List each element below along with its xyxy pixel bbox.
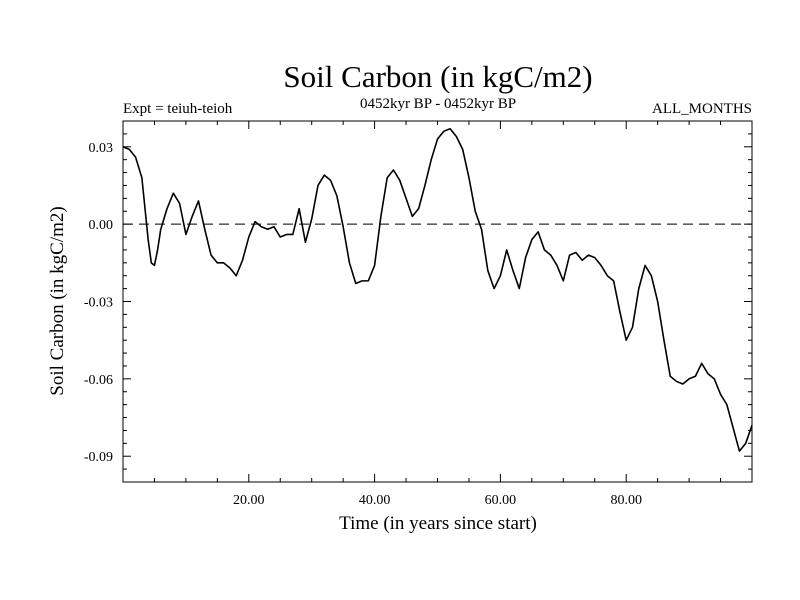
x-axis-ticks: 20.00 40.00 60.00 80.00 (233, 121, 642, 508)
y-tick-label: -0.06 (84, 373, 113, 388)
y-tick-label: 0.00 (89, 218, 114, 233)
y-tick-label: 0.03 (89, 141, 114, 156)
series-line (122, 127, 753, 452)
y-tick-label: -0.09 (84, 450, 113, 465)
y-tick-label: -0.03 (84, 296, 113, 311)
x-tick-label: 20.00 (233, 493, 265, 508)
x-tick-label: 80.00 (610, 493, 642, 508)
x-tick-label: 40.00 (359, 493, 391, 508)
x-axis-label: Time (in years since start) (339, 513, 537, 534)
chart-subtitle-right: ALL_MONTHS (652, 101, 752, 117)
y-axis-ticks: -0.09 -0.06 -0.03 0.00 0.03 (84, 141, 752, 465)
chart-subtitle-center: 0452kyr BP - 0452kyr BP (360, 96, 516, 112)
minor-ticks (122, 120, 753, 483)
chart-title: Soil Carbon (in kgC/m2) (283, 59, 592, 94)
y-axis-label: Soil Carbon (in kgC/m2) (47, 206, 68, 395)
chart-subtitle-left: Expt = teiuh-teioh (123, 101, 233, 117)
x-tick-label: 60.00 (485, 493, 517, 508)
